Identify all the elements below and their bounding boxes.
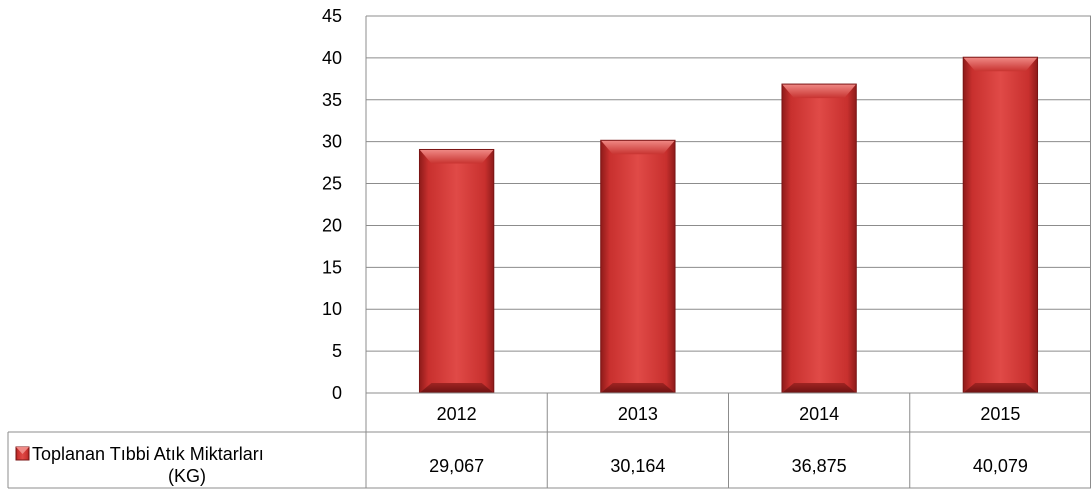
bar-2015 (962, 56, 1039, 394)
y-tick-label: 30 (322, 132, 342, 152)
bar-top-bevel (419, 149, 494, 164)
table-value-cell: 29,067 (429, 456, 484, 476)
y-axis: 0 5 10 15 20 25 30 35 40 45 (322, 6, 367, 488)
y-tick-label: 25 (322, 174, 342, 194)
bar-bottom-bevel (963, 383, 1038, 393)
legend-swatch-bevel (16, 447, 29, 454)
x-category-label: 2014 (799, 404, 839, 424)
bar-body (419, 149, 494, 393)
bar-body (781, 84, 857, 393)
table-value-cell: 40,079 (973, 456, 1028, 476)
y-tick-label: 5 (332, 341, 342, 361)
bar-top-bevel (963, 57, 1038, 72)
x-category-label: 2015 (980, 404, 1020, 424)
data-table: 201229,067201330,164201436,875201540,079… (7, 16, 1091, 489)
y-tick-label: 35 (322, 90, 342, 110)
x-category-label: 2013 (618, 404, 658, 424)
y-tick-label: 10 (322, 299, 342, 319)
table-value-cell: 30,164 (610, 456, 665, 476)
bar-body (600, 140, 676, 393)
bar-2012 (418, 148, 495, 394)
y-tick-label: 20 (322, 215, 342, 235)
y-tick-label: 40 (322, 48, 342, 68)
bar-bottom-bevel (419, 383, 494, 393)
bar-top-bevel (600, 140, 676, 155)
bar-top-bevel (781, 84, 857, 99)
bars (418, 56, 1039, 394)
table-value-cell: 36,875 (792, 456, 847, 476)
y-tick-label: 45 (322, 6, 342, 26)
bar-2013 (600, 139, 676, 394)
bar-2014 (781, 83, 857, 394)
bar-bottom-bevel (600, 383, 676, 393)
bar-bottom-bevel (781, 383, 857, 393)
y-tick-label: 15 (322, 257, 342, 277)
series-name-line-1: Toplanan Tıbbi Atık Miktarları (32, 444, 264, 464)
series-name-line-2: (KG) (168, 466, 206, 486)
y-tick-label: 0 (332, 383, 342, 403)
legend-key (15, 446, 30, 461)
x-category-label: 2012 (437, 404, 477, 424)
bar-body (963, 57, 1038, 393)
